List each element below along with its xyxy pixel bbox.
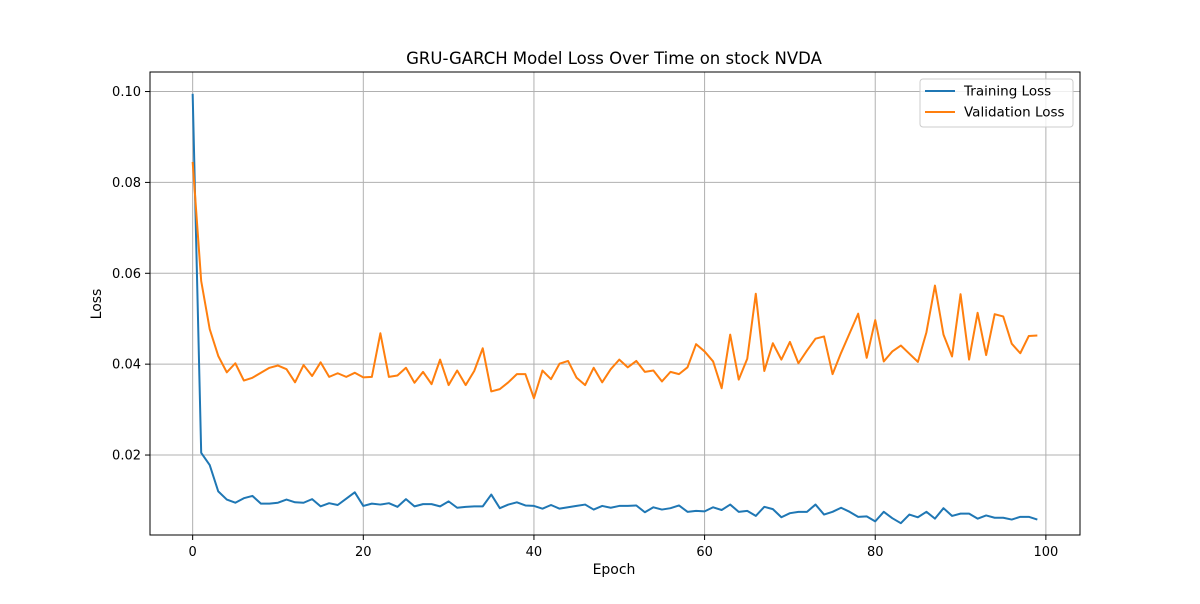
- chart-title: GRU-GARCH Model Loss Over Time on stock …: [406, 49, 822, 68]
- y-axis-ticks: 0.02 0.04 0.06 0.08 0.10: [112, 85, 150, 464]
- legend: Training Loss Validation Loss: [919, 78, 1074, 128]
- y-tick-label: 0.06: [112, 267, 141, 282]
- legend-training-loss-label: Training Loss: [963, 84, 1051, 100]
- legend-box: [919, 78, 1074, 128]
- y-tick-label: 0.02: [112, 449, 141, 464]
- plot-frame: [149, 71, 1081, 536]
- x-tick-label: 40: [526, 545, 543, 560]
- y-tick-label: 0.08: [112, 176, 141, 191]
- x-axis-label: Epoch: [593, 562, 636, 578]
- y-axis-label: Loss: [89, 289, 105, 320]
- x-tick-label: 100: [1033, 545, 1058, 560]
- training-loss-line: [191, 93, 1038, 525]
- x-axis-ticks: 0 20 40 60 80 100: [189, 535, 1058, 560]
- x-tick-label: 0: [189, 545, 197, 560]
- x-tick-label: 80: [867, 545, 884, 560]
- y-tick-label: 0.10: [112, 85, 141, 100]
- x-tick-label: 60: [696, 545, 713, 560]
- x-tick-label: 20: [355, 545, 372, 560]
- validation-loss-line: [191, 161, 1038, 400]
- series-lines: [191, 93, 1038, 525]
- legend-validation-loss-label: Validation Loss: [964, 105, 1065, 121]
- y-tick-label: 0.04: [112, 358, 141, 373]
